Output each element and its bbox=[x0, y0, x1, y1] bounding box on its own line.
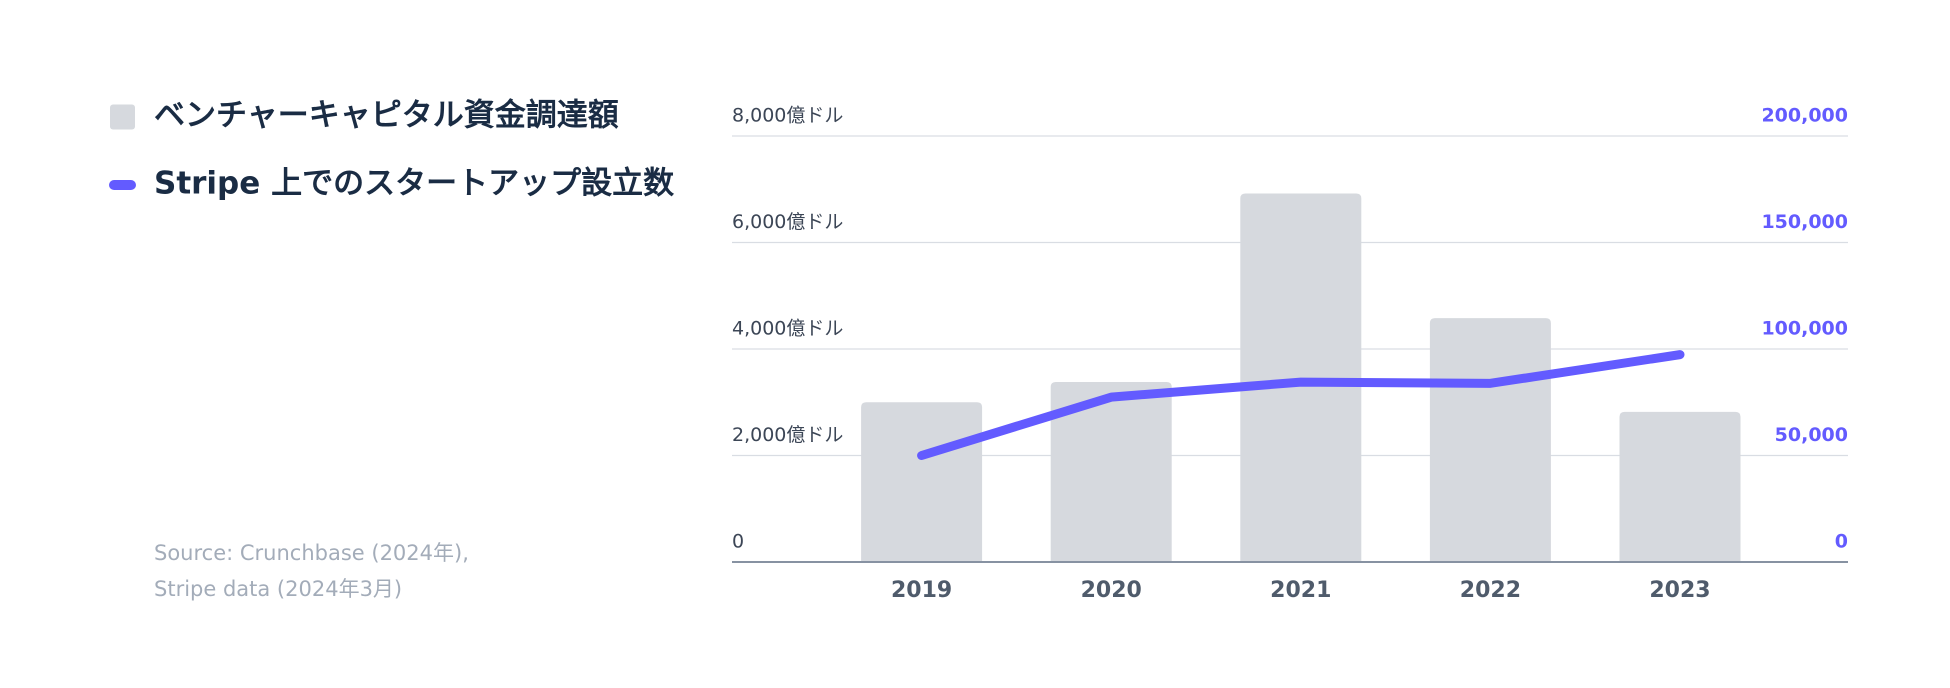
y-tick-label: 8,000億ドル bbox=[732, 105, 843, 127]
y2-tick-label: 50,000 bbox=[1775, 424, 1848, 446]
x-tick-label: 2020 bbox=[1081, 578, 1142, 603]
legend-swatch bbox=[110, 104, 135, 130]
source-note: Stripe data (2024年3月) bbox=[154, 577, 402, 601]
bar bbox=[1619, 411, 1741, 562]
y2-tick-label: 200,000 bbox=[1761, 105, 1848, 127]
y-tick-label: 6,000億ドル bbox=[732, 211, 843, 233]
y2-tick-label: 100,000 bbox=[1761, 318, 1848, 340]
line-series bbox=[917, 350, 1685, 460]
y2-tick-label: 150,000 bbox=[1761, 211, 1848, 233]
y-tick-label: 2,000億ドル bbox=[732, 424, 843, 446]
x-tick-label: 2021 bbox=[1270, 578, 1331, 603]
y-tick-label: 0 bbox=[732, 531, 744, 553]
x-tick-label: 2022 bbox=[1460, 578, 1521, 603]
y-tick-label: 4,000億ドル bbox=[732, 318, 843, 340]
bar bbox=[1050, 382, 1172, 562]
x-tick-label: 2023 bbox=[1649, 578, 1710, 603]
legend-label: Stripe 上でのスタートアップ設立数 bbox=[154, 166, 674, 202]
x-tick-label: 2019 bbox=[891, 578, 952, 603]
y2-tick-label: 0 bbox=[1835, 531, 1848, 553]
bar bbox=[861, 402, 983, 562]
legend-label: ベンチャーキャピタル資金調達額 bbox=[154, 98, 619, 134]
bar bbox=[1429, 318, 1551, 562]
source-note: Source: Crunchbase (2024年), bbox=[154, 541, 469, 565]
